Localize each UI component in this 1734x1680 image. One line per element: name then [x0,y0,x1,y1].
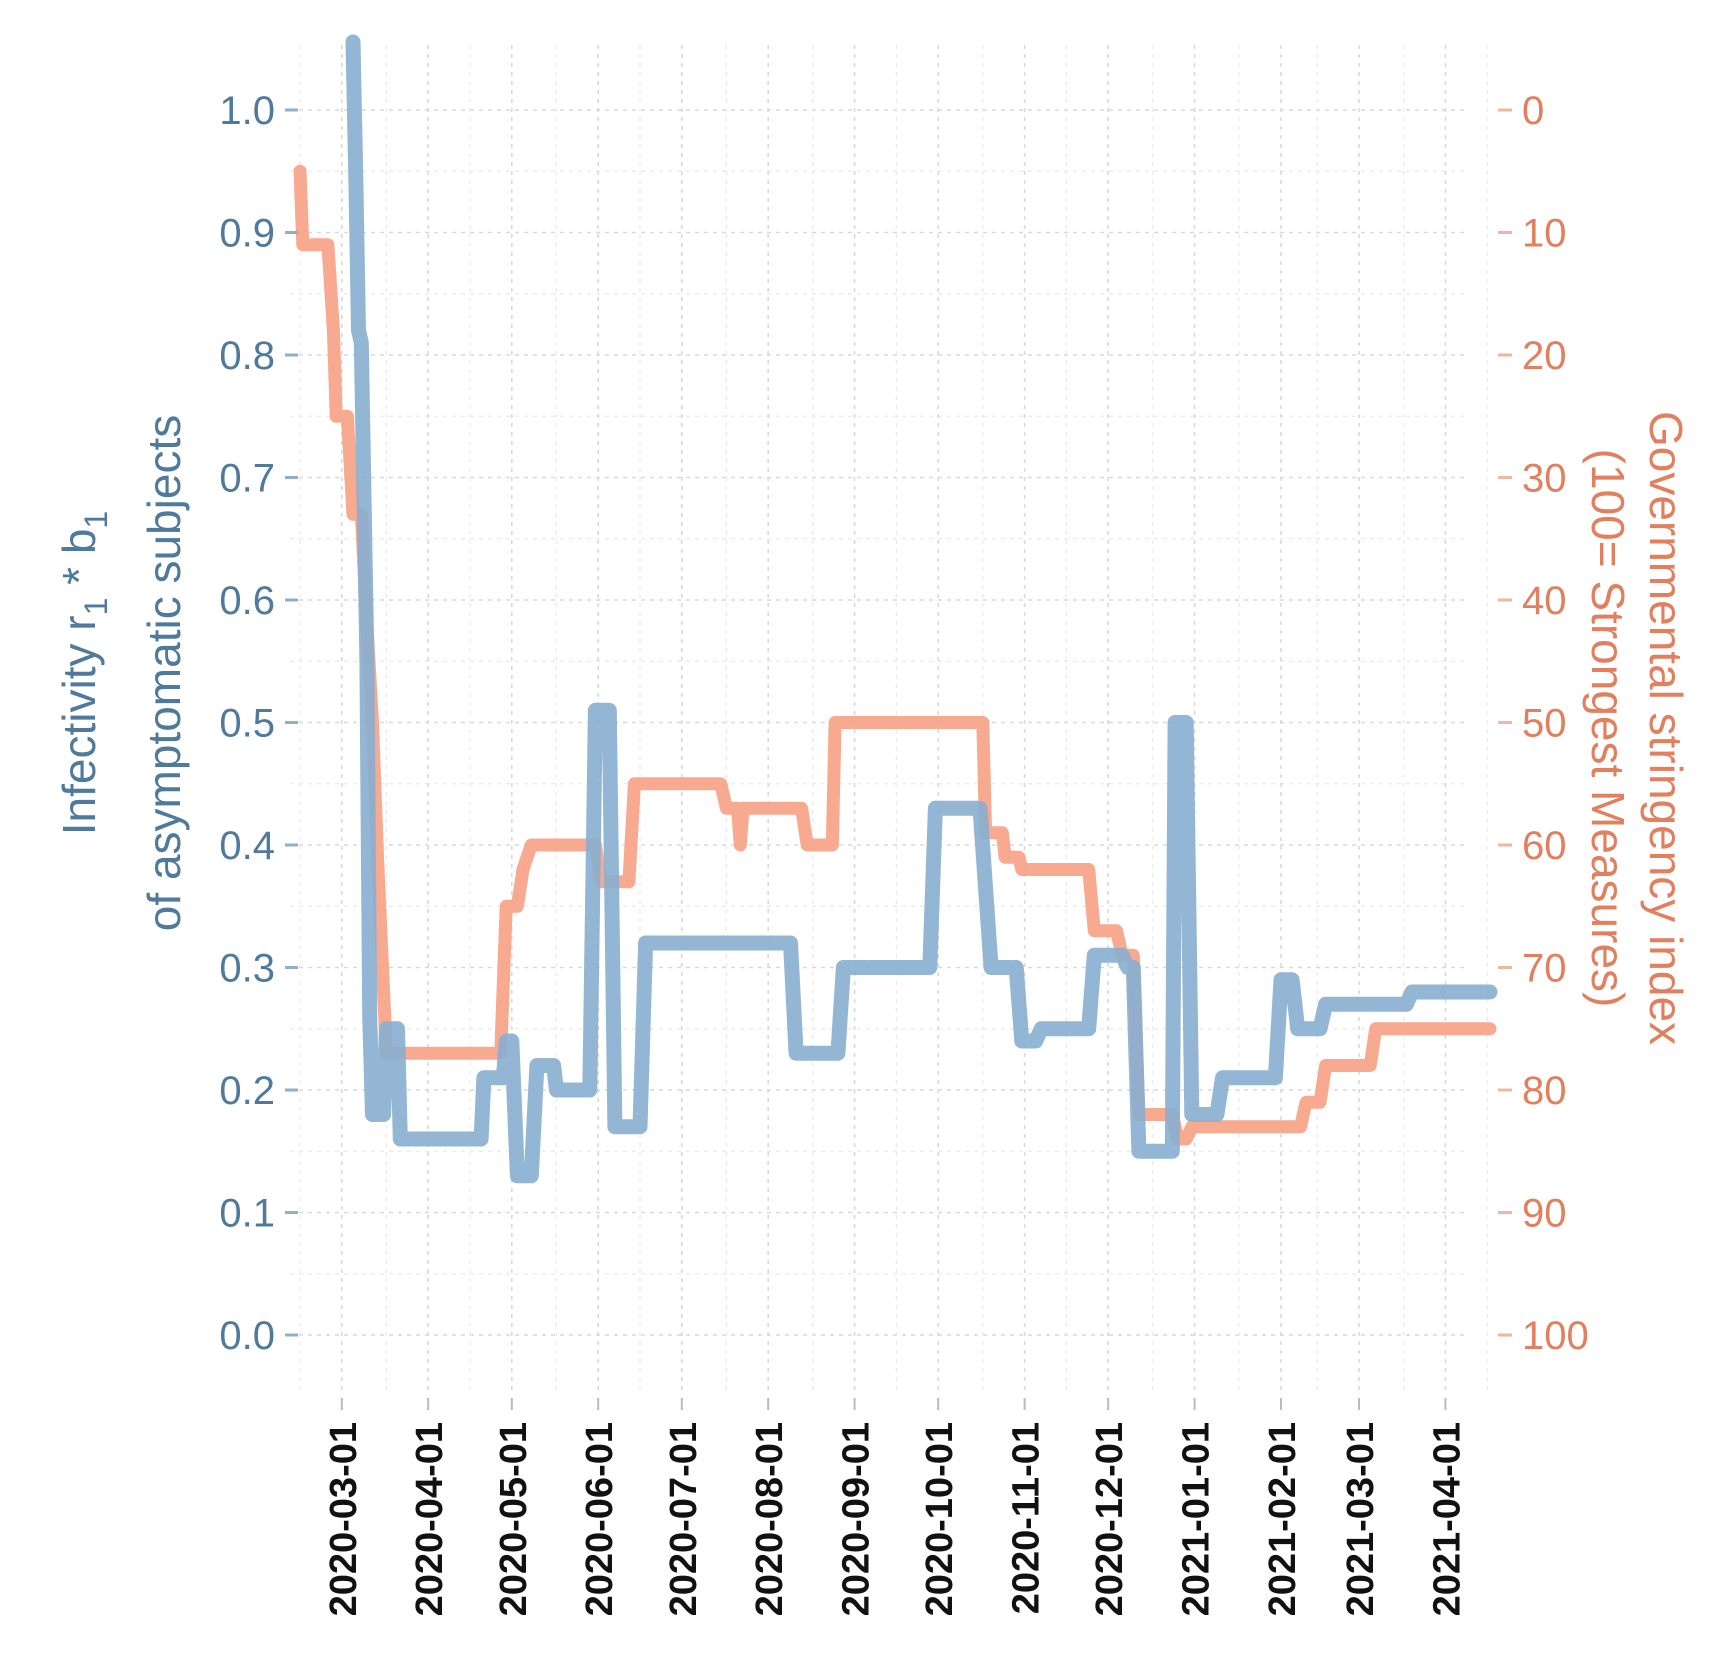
right-tick-label-1: 90 [1522,1192,1567,1236]
right-tick-label-3: 70 [1522,947,1567,991]
left-tick-label-10: 1.0 [219,89,275,133]
x-tick-label-10: 2021-01-01 [1176,1422,1218,1616]
x-tick-label-7: 2020-10-01 [919,1422,961,1616]
x-tick-label-2: 2020-05-01 [493,1422,535,1616]
x-tick-label-6: 2020-09-01 [836,1422,878,1616]
x-tick-label-12: 2021-03-01 [1340,1422,1382,1616]
right-tick-label-6: 40 [1522,579,1567,623]
x-tick-label-11: 2021-02-01 [1262,1422,1304,1616]
left-tick-label-2: 0.2 [219,1069,275,1113]
right-tick-label-2: 80 [1522,1069,1567,1113]
left-tick-label-1: 0.1 [219,1192,275,1236]
left-tick-label-4: 0.4 [219,824,275,868]
right-tick-label-10: 0 [1522,89,1544,133]
right-tick-label-5: 50 [1522,702,1567,746]
right-y-axis-label-line2: (100= Strongest Measures) [1582,449,1634,1008]
left-tick-label-6: 0.6 [219,579,275,623]
x-axis: 2020-03-01 2020-04-01 2020-05-01 2020-06-01… [323,1398,1468,1616]
right-tick-label-9: 10 [1522,212,1567,256]
grid [290,45,1488,1395]
x-tick-label-1: 2020-04-01 [409,1422,451,1616]
left-tick-label-0: 0.0 [219,1314,275,1358]
left-tick-label-8: 0.8 [219,334,275,378]
left-tick-label-9: 0.9 [219,212,275,256]
right-tick-label-0: 100 [1522,1314,1589,1358]
stringency-line [293,164,1497,1146]
x-tick-label-4: 2020-07-01 [663,1422,705,1616]
right-tick-label-7: 30 [1522,457,1567,501]
left-tick-label-5: 0.5 [219,702,275,746]
x-tick-label-13: 2021-04-01 [1426,1422,1468,1616]
left-tick-label-7: 0.7 [219,457,275,501]
left-y-axis-label-line1: Infectivity r1 * b1 [53,511,114,835]
x-tick-label-0: 2020-03-01 [323,1422,365,1616]
left-y-axis: 0.0 0.1 0.2 0.3 0.4 0.5 0.6 0.7 0.8 0.9 1.0 [219,89,298,1358]
x-tick-label-8: 2020-11-01 [1006,1422,1048,1614]
infectivity-line [345,34,1498,1184]
right-tick-label-4: 60 [1522,824,1567,868]
x-tick-label-3: 2020-06-01 [579,1422,621,1616]
right-y-axis-label-line1: Governmental stringency index [1640,411,1692,1045]
right-tick-label-8: 20 [1522,334,1567,378]
left-y-axis-label-line2: of asymptomatic subjects [138,415,190,931]
x-tick-label-9: 2020-12-01 [1089,1422,1131,1616]
left-tick-label-3: 0.3 [219,947,275,991]
series-layer [293,34,1498,1184]
x-tick-label-5: 2020-08-01 [749,1422,791,1616]
